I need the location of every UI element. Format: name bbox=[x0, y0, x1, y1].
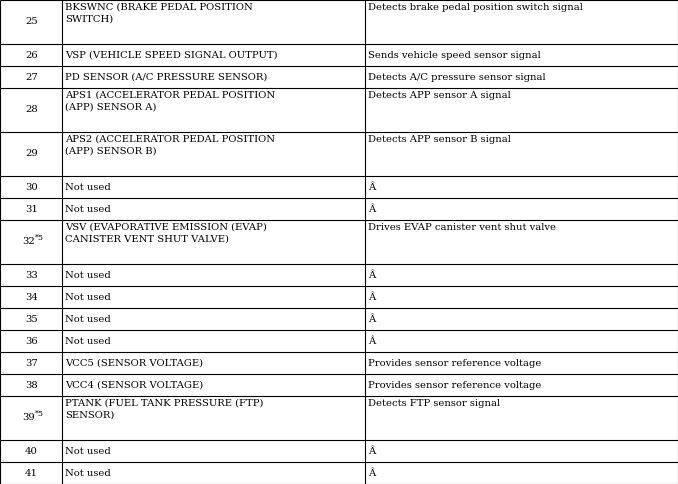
Text: Detects A/C pressure sensor signal: Detects A/C pressure sensor signal bbox=[368, 73, 546, 81]
Text: 30: 30 bbox=[25, 182, 37, 192]
Text: 25: 25 bbox=[25, 17, 37, 27]
Text: Drives EVAP canister vent shut valve: Drives EVAP canister vent shut valve bbox=[368, 223, 557, 232]
Text: Not used: Not used bbox=[65, 315, 111, 323]
Text: 37: 37 bbox=[25, 359, 37, 367]
Text: 39: 39 bbox=[22, 413, 35, 423]
Text: 32: 32 bbox=[22, 238, 35, 246]
Text: Not used: Not used bbox=[65, 182, 111, 192]
Text: VSP (VEHICLE SPEED SIGNAL OUTPUT): VSP (VEHICLE SPEED SIGNAL OUTPUT) bbox=[65, 50, 278, 60]
Text: Not used: Not used bbox=[65, 205, 111, 213]
Text: Detects FTP sensor signal: Detects FTP sensor signal bbox=[368, 399, 500, 408]
Text: Not used: Not used bbox=[65, 271, 111, 279]
Text: APS2 (ACCELERATOR PEDAL POSITION
(APP) SENSOR B): APS2 (ACCELERATOR PEDAL POSITION (APP) S… bbox=[65, 135, 275, 155]
Text: 38: 38 bbox=[25, 380, 37, 390]
Text: *5: *5 bbox=[35, 234, 44, 242]
Text: Â: Â bbox=[368, 315, 376, 323]
Text: Â: Â bbox=[368, 469, 376, 478]
Text: 26: 26 bbox=[25, 50, 37, 60]
Text: Â: Â bbox=[368, 292, 376, 302]
Text: VCC4 (SENSOR VOLTAGE): VCC4 (SENSOR VOLTAGE) bbox=[65, 380, 203, 390]
Text: Â: Â bbox=[368, 336, 376, 346]
Text: Â: Â bbox=[368, 182, 376, 192]
Text: Sends vehicle speed sensor signal: Sends vehicle speed sensor signal bbox=[368, 50, 541, 60]
Text: Provides sensor reference voltage: Provides sensor reference voltage bbox=[368, 380, 542, 390]
Text: 33: 33 bbox=[25, 271, 37, 279]
Text: 31: 31 bbox=[25, 205, 37, 213]
Text: 40: 40 bbox=[25, 447, 37, 455]
Text: 29: 29 bbox=[25, 150, 37, 158]
Text: PTANK (FUEL TANK PRESSURE (FTP)
SENSOR): PTANK (FUEL TANK PRESSURE (FTP) SENSOR) bbox=[65, 399, 264, 419]
Text: 36: 36 bbox=[25, 336, 37, 346]
Text: 27: 27 bbox=[25, 73, 37, 81]
Text: APS1 (ACCELERATOR PEDAL POSITION
(APP) SENSOR A): APS1 (ACCELERATOR PEDAL POSITION (APP) S… bbox=[65, 91, 275, 111]
Text: *5: *5 bbox=[35, 410, 44, 418]
Text: VCC5 (SENSOR VOLTAGE): VCC5 (SENSOR VOLTAGE) bbox=[65, 359, 203, 367]
Text: 41: 41 bbox=[24, 469, 38, 478]
Text: Detects APP sensor A signal: Detects APP sensor A signal bbox=[368, 91, 511, 100]
Text: 28: 28 bbox=[25, 106, 37, 115]
Text: PD SENSOR (A/C PRESSURE SENSOR): PD SENSOR (A/C PRESSURE SENSOR) bbox=[65, 73, 268, 81]
Text: BKSWNC (BRAKE PEDAL POSITION
SWITCH): BKSWNC (BRAKE PEDAL POSITION SWITCH) bbox=[65, 3, 253, 23]
Text: VSV (EVAPORATIVE EMISSION (EVAP)
CANISTER VENT SHUT VALVE): VSV (EVAPORATIVE EMISSION (EVAP) CANISTE… bbox=[65, 223, 267, 243]
Text: Â: Â bbox=[368, 447, 376, 455]
Text: Not used: Not used bbox=[65, 447, 111, 455]
Text: Â: Â bbox=[368, 205, 376, 213]
Text: Not used: Not used bbox=[65, 469, 111, 478]
Text: Not used: Not used bbox=[65, 292, 111, 302]
Text: 35: 35 bbox=[25, 315, 37, 323]
Text: Â: Â bbox=[368, 271, 376, 279]
Text: Not used: Not used bbox=[65, 336, 111, 346]
Text: 34: 34 bbox=[25, 292, 37, 302]
Text: Detects APP sensor B signal: Detects APP sensor B signal bbox=[368, 135, 511, 144]
Text: Provides sensor reference voltage: Provides sensor reference voltage bbox=[368, 359, 542, 367]
Text: Detects brake pedal position switch signal: Detects brake pedal position switch sign… bbox=[368, 3, 583, 12]
